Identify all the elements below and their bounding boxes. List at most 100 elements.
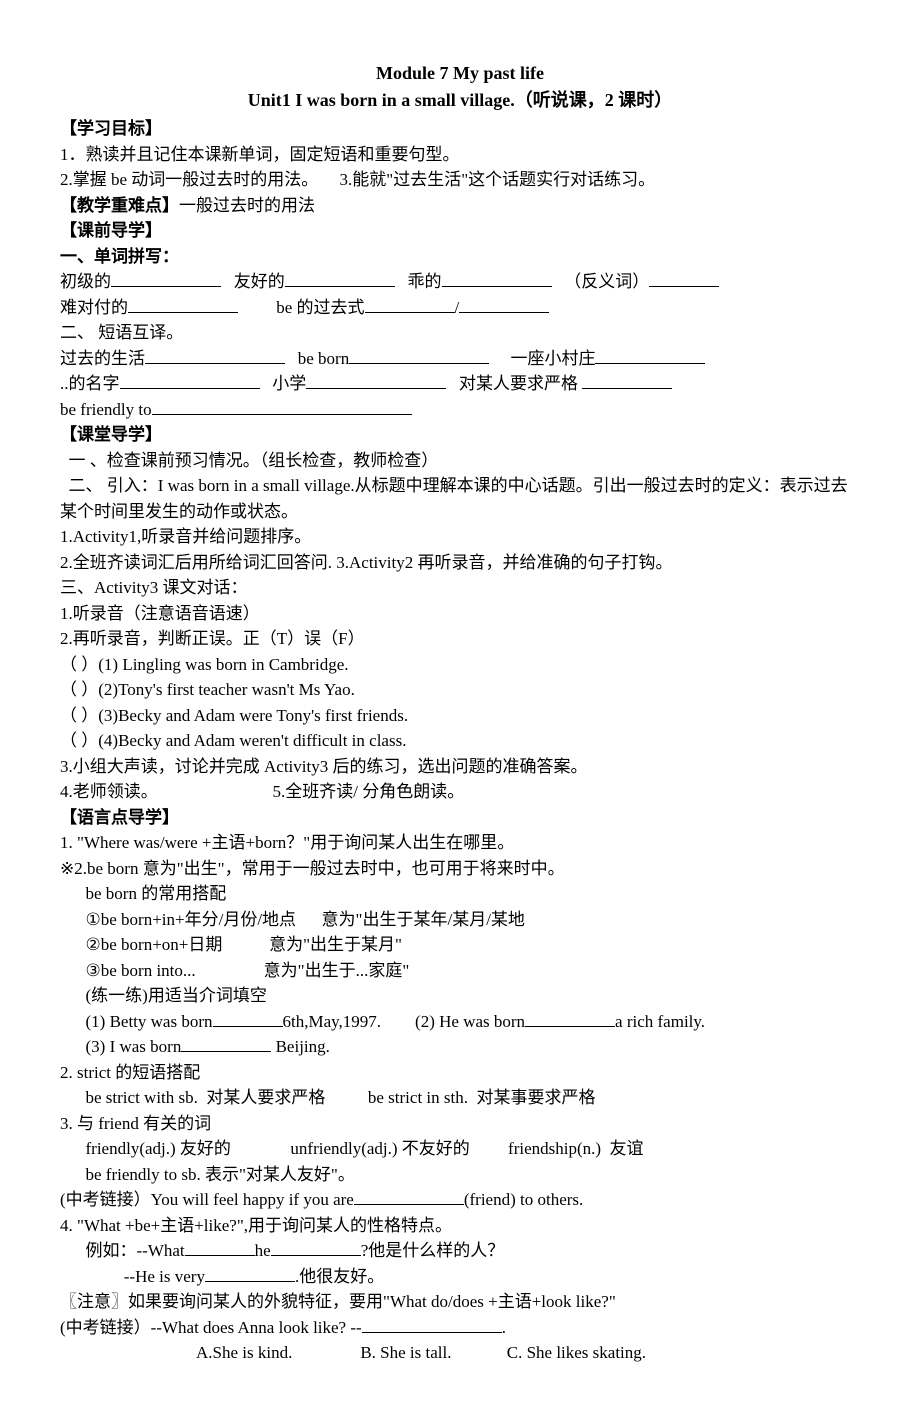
section-prelearn-head: 【课前导学】 — [60, 218, 860, 244]
blank — [120, 371, 260, 389]
blank — [185, 1238, 255, 1256]
vocab-3: 乖的 — [408, 272, 442, 291]
class-q3: （ ）(3)Becky and Adam were Tony's first f… — [60, 703, 860, 729]
blank — [152, 397, 412, 415]
blank — [354, 1187, 464, 1205]
class-l8: 3.小组大声读，讨论并完成 Activity3 后的练习，选出问题的准确答案。 — [60, 754, 860, 780]
lang-2f4: a rich family. — [615, 1012, 705, 1031]
blank — [213, 1009, 283, 1027]
lang-5a2: he — [255, 1241, 271, 1260]
lang-5c: 〖注意〗如果要询问某人的外貌特征，要用"What do/does +主语+loo… — [60, 1289, 860, 1315]
class-l1: 一 、检查课前预习情况。（组长检查，教师检查） — [60, 448, 860, 474]
blank — [525, 1009, 615, 1027]
class-l7: 2.再听录音，判断正误。正（T）误（F） — [60, 626, 860, 652]
phrase-row3: be friendly to — [60, 397, 860, 423]
blank — [205, 1264, 295, 1282]
objective-2a: 2.掌握 be 动词一般过去时的用法。 — [60, 170, 318, 189]
module-title: Module 7 My past life — [60, 60, 860, 87]
objective-2: 2.掌握 be 动词一般过去时的用法。 3.能就"过去生活"这个话题实行对话练习… — [60, 167, 860, 193]
lang-2a: be born 的常用搭配 — [60, 881, 860, 907]
blank — [649, 269, 719, 287]
vocab-5: 难对付的 — [60, 298, 128, 317]
section-objectives-head: 【学习目标】 — [60, 116, 860, 142]
lang-2d: ③be born into... 意为"出生于...家庭" — [60, 958, 860, 984]
class-l5: 三、Activity3 课文对话： — [60, 575, 860, 601]
lang-2f3: (2) He was born — [415, 1012, 525, 1031]
vocab-row2: 难对付的 be 的过去式/ — [60, 295, 860, 321]
vocab-head: 一、单词拼写： — [60, 244, 860, 270]
phrase-row2: ..的名字 小学 对某人要求严格 — [60, 371, 860, 397]
lang-5b1: --He is very — [124, 1267, 205, 1286]
vocab-1: 初级的 — [60, 272, 111, 291]
class-l6: 1.听录音（注意语音语速） — [60, 601, 860, 627]
lang-5d: (中考链接）--What does Anna look like? --. — [60, 1315, 860, 1341]
vocab-row1: 初级的 友好的 乖的 （反义词） — [60, 269, 860, 295]
lang-4c: (中考链接）You will feel happy if you are (fri… — [60, 1187, 860, 1213]
class-l9b: 5.全班齐读/ 分角色朗读。 — [273, 782, 465, 801]
class-l2: 二、 引入：I was born in a small village.从标题中… — [60, 473, 860, 524]
vocab-2: 友好的 — [234, 272, 285, 291]
blank — [362, 1315, 502, 1333]
lang-2g1: (3) I was born — [86, 1037, 182, 1056]
section-keypoints: 【教学重难点】一般过去时的用法 — [60, 193, 860, 219]
phrase-head: 二、 短语互译。 — [60, 320, 860, 346]
phrase-3: 一座小村庄 — [510, 349, 595, 368]
class-q4: （ ）(4)Becky and Adam weren't difficult i… — [60, 728, 860, 754]
lang-2f2: 6th,May,1997. — [283, 1012, 382, 1031]
blank — [442, 269, 552, 287]
class-l9a: 4.老师领读。 — [60, 782, 158, 801]
lang-2: ※2.be born 意为"出生"，常用于一般过去时中，也可用于将来时中。 — [60, 856, 860, 882]
blank — [111, 269, 221, 287]
phrase-7: be friendly to — [60, 400, 152, 419]
lang-5a1: 例如：--What — [86, 1241, 185, 1260]
blank — [349, 346, 489, 364]
lang-4: 3. 与 friend 有关的词 — [60, 1111, 860, 1137]
keypoints-text: 一般过去时的用法 — [179, 196, 315, 215]
keypoints-head: 【教学重难点】 — [60, 196, 179, 215]
lang-1: 1. "Where was/were +主语+born？"用于询问某人出生在哪里… — [60, 830, 860, 856]
lang-4c2: (friend) to others. — [464, 1190, 583, 1209]
blank — [128, 295, 238, 313]
lang-5b: --He is very .他很友好。 — [60, 1264, 860, 1290]
vocab-6: be 的过去式 — [276, 298, 364, 317]
lang-4c1: (中考链接）You will feel happy if you are — [60, 1190, 354, 1209]
class-q2: （ ）(2)Tony's first teacher wasn't Ms Yao… — [60, 677, 860, 703]
lang-3: 2. strict 的短语搭配 — [60, 1060, 860, 1086]
blank — [271, 1238, 361, 1256]
vocab-4: （反义词） — [564, 272, 649, 291]
blank — [595, 346, 705, 364]
lang-2b: ①be born+in+年分/月份/地点 意为"出生于某年/某月/某地 — [60, 907, 860, 933]
unit-title: Unit1 I was born in a small village.（听说课… — [60, 87, 860, 114]
lang-5a: 例如：--What he ?他是什么样的人？ — [60, 1238, 860, 1264]
lang-4b: be friendly to sb. 表示"对某人友好"。 — [60, 1162, 860, 1188]
lang-5: 4. "What +be+主语+like?",用于询问某人的性格特点。 — [60, 1213, 860, 1239]
lang-2c: ②be born+on+日期 意为"出生于某月" — [60, 932, 860, 958]
section-language-head: 【语言点导学】 — [60, 805, 860, 831]
lang-3a: be strict with sb. 对某人要求严格 be strict in … — [60, 1085, 860, 1111]
lang-5a3: ?他是什么样的人？ — [361, 1241, 505, 1260]
phrase-1: 过去的生活 — [60, 349, 145, 368]
lang-2g: (3) I was born Beijing. — [60, 1034, 860, 1060]
blank — [306, 371, 446, 389]
lang-5e: A.She is kind. B. She is tall. C. She li… — [60, 1340, 860, 1366]
objective-2b: 3.能就"过去生活"这个话题实行对话练习。 — [340, 170, 656, 189]
lang-2f: (1) Betty was born 6th,May,1997. (2) He w… — [60, 1009, 860, 1035]
blank — [285, 269, 395, 287]
blank — [459, 295, 549, 313]
phrase-5: 小学 — [272, 374, 306, 393]
phrase-4: ..的名字 — [60, 374, 120, 393]
lang-5d1: (中考链接）--What does Anna look like? -- — [60, 1318, 362, 1337]
lang-2e: (练一练)用适当介词填空 — [60, 983, 860, 1009]
lang-5b2: .他很友好。 — [295, 1267, 384, 1286]
lang-2f1: (1) Betty was born — [86, 1012, 213, 1031]
blank — [365, 295, 455, 313]
lang-2g2: Beijing. — [276, 1037, 330, 1056]
lang-5d2: . — [502, 1318, 506, 1337]
section-classlearn-head: 【课堂导学】 — [60, 422, 860, 448]
lang-4a: friendly(adj.) 友好的 unfriendly(adj.) 不友好的… — [60, 1136, 860, 1162]
phrase-row1: 过去的生活 be born 一座小村庄 — [60, 346, 860, 372]
blank — [582, 371, 672, 389]
class-q1: （ ）(1) Lingling was born in Cambridge. — [60, 652, 860, 678]
phrase-2: be born — [298, 349, 349, 368]
phrase-6: 对某人要求严格 — [459, 374, 578, 393]
